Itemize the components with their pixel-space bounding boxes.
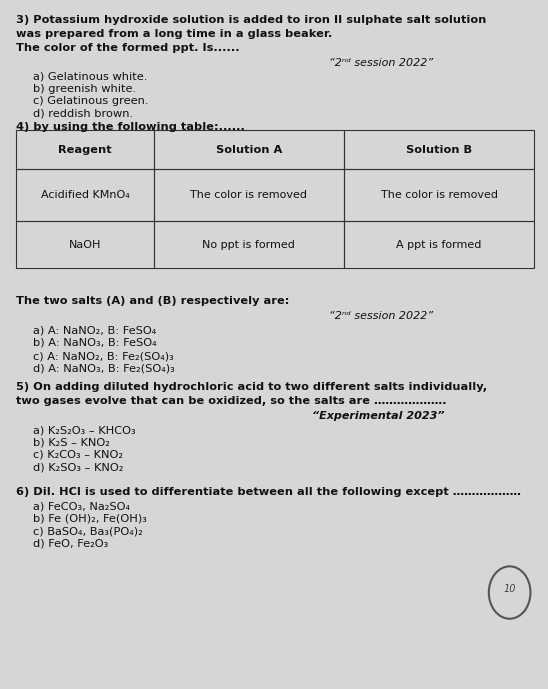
Bar	[16, 169, 153, 221]
Text: c) Gelatinous green.: c) Gelatinous green.	[33, 96, 149, 107]
Text: a) FeCO₃, Na₂SO₄: a) FeCO₃, Na₂SO₄	[33, 502, 130, 512]
Text: 10: 10	[504, 584, 516, 594]
Text: The two salts (A) and (B) respectively are:: The two salts (A) and (B) respectively a…	[16, 296, 290, 307]
Text: The color of the formed ppt. Is......: The color of the formed ppt. Is......	[16, 43, 240, 53]
Bar	[153, 169, 344, 221]
Text: a) Gelatinous white.: a) Gelatinous white.	[33, 72, 147, 82]
Text: “Experimental 2023”: “Experimental 2023”	[312, 411, 445, 421]
Text: b) greenish white.: b) greenish white.	[33, 84, 136, 94]
Text: The color is removed: The color is removed	[380, 190, 498, 200]
Text: c) K₂CO₃ – KNO₂: c) K₂CO₃ – KNO₂	[33, 450, 123, 460]
Bar	[153, 130, 344, 169]
Text: d) FeO, Fe₂O₃: d) FeO, Fe₂O₃	[33, 539, 108, 549]
Text: “2ⁿᵈ session 2022”: “2ⁿᵈ session 2022”	[329, 311, 433, 322]
Text: two gases evolve that can be oxidized, so the salts are ……………….: two gases evolve that can be oxidized, s…	[16, 396, 447, 407]
Text: a) K₂S₂O₃ – KHCO₃: a) K₂S₂O₃ – KHCO₃	[33, 425, 135, 435]
Text: No ppt is formed: No ppt is formed	[202, 240, 295, 249]
Bar	[344, 221, 534, 268]
Text: Solution A: Solution A	[215, 145, 282, 154]
Text: b) A: NaNO₃, B: FeSO₄: b) A: NaNO₃, B: FeSO₄	[33, 338, 157, 348]
Text: Reagent: Reagent	[58, 145, 112, 154]
Text: a) A: NaNO₂, B: FeSO₄: a) A: NaNO₂, B: FeSO₄	[33, 325, 156, 336]
Text: Solution B: Solution B	[406, 145, 472, 154]
Text: “2ⁿᵈ session 2022”: “2ⁿᵈ session 2022”	[329, 58, 433, 68]
Text: d) K₂SO₃ – KNO₂: d) K₂SO₃ – KNO₂	[33, 462, 123, 473]
Bar	[153, 221, 344, 268]
Text: c) BaSO₄, Ba₃(PO₄)₂: c) BaSO₄, Ba₃(PO₄)₂	[33, 526, 142, 537]
Text: The color is removed: The color is removed	[190, 190, 307, 200]
Text: was prepared from a long time in a glass beaker.: was prepared from a long time in a glass…	[16, 29, 333, 39]
Text: d) A: NaNO₃, B: Fe₂(SO₄)₃: d) A: NaNO₃, B: Fe₂(SO₄)₃	[33, 364, 175, 374]
Text: A ppt is formed: A ppt is formed	[396, 240, 482, 249]
Bar	[344, 130, 534, 169]
Bar	[16, 221, 153, 268]
Text: 3) Potassium hydroxide solution is added to iron II sulphate salt solution: 3) Potassium hydroxide solution is added…	[16, 15, 487, 25]
Text: c) A: NaNO₂, B: Fe₂(SO₄)₃: c) A: NaNO₂, B: Fe₂(SO₄)₃	[33, 351, 174, 362]
Text: Acidified KMnO₄: Acidified KMnO₄	[41, 190, 129, 200]
Text: 4) by using the following table:......: 4) by using the following table:......	[16, 122, 246, 132]
Bar	[344, 169, 534, 221]
Bar	[16, 130, 153, 169]
Text: 6) Dil. HCl is used to differentiate between all the following except ………………: 6) Dil. HCl is used to differentiate bet…	[16, 487, 522, 497]
Text: d) reddish brown.: d) reddish brown.	[33, 109, 133, 119]
Text: 5) On adding diluted hydrochloric acid to two different salts individually,: 5) On adding diluted hydrochloric acid t…	[16, 382, 488, 393]
Text: b) K₂S – KNO₂: b) K₂S – KNO₂	[33, 438, 110, 448]
Text: NaOH: NaOH	[69, 240, 101, 249]
Text: b) Fe (OH)₂, Fe(OH)₃: b) Fe (OH)₂, Fe(OH)₃	[33, 514, 147, 524]
